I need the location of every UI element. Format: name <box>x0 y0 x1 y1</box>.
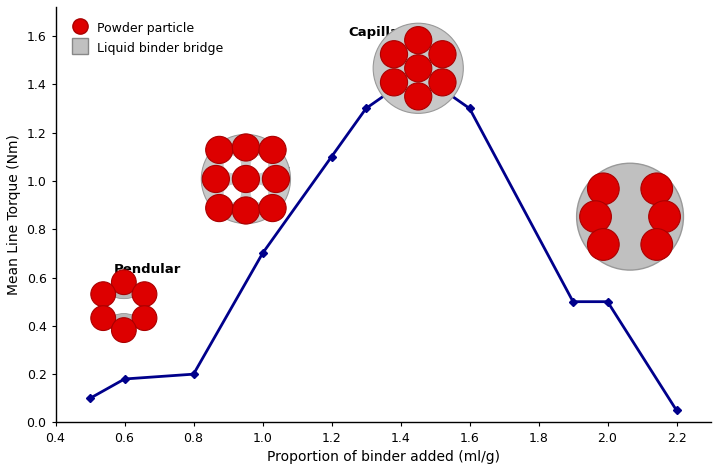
Ellipse shape <box>108 283 120 293</box>
Circle shape <box>381 41 408 68</box>
Ellipse shape <box>577 163 684 270</box>
Circle shape <box>259 136 286 163</box>
Circle shape <box>233 197 259 224</box>
Circle shape <box>132 282 157 307</box>
Circle shape <box>587 173 619 205</box>
Circle shape <box>91 306 116 331</box>
Ellipse shape <box>108 319 120 329</box>
Circle shape <box>405 27 432 54</box>
Circle shape <box>233 134 259 161</box>
Circle shape <box>641 228 673 260</box>
Circle shape <box>429 41 456 68</box>
Circle shape <box>205 136 233 163</box>
Circle shape <box>201 134 291 224</box>
Ellipse shape <box>98 300 108 313</box>
Circle shape <box>587 228 619 260</box>
Circle shape <box>205 195 233 222</box>
Circle shape <box>223 156 241 173</box>
Circle shape <box>91 282 116 307</box>
Circle shape <box>381 69 408 96</box>
Circle shape <box>262 165 289 193</box>
Circle shape <box>259 195 286 222</box>
Text: Capillary: Capillary <box>349 26 415 39</box>
X-axis label: Proportion of binder added (ml/g): Proportion of binder added (ml/g) <box>267 450 500 464</box>
Ellipse shape <box>113 290 135 299</box>
Y-axis label: Mean Line Torque (Nm): Mean Line Torque (Nm) <box>7 134 21 295</box>
Circle shape <box>233 165 259 193</box>
Legend: Powder particle, Liquid binder bridge: Powder particle, Liquid binder bridge <box>68 17 227 58</box>
Circle shape <box>251 185 269 202</box>
Ellipse shape <box>113 314 135 323</box>
Circle shape <box>648 201 681 233</box>
Ellipse shape <box>140 300 149 313</box>
Circle shape <box>579 201 612 233</box>
Circle shape <box>111 318 136 342</box>
Text: Pendular: Pendular <box>114 263 182 276</box>
Circle shape <box>251 156 269 173</box>
Ellipse shape <box>128 283 140 293</box>
Circle shape <box>132 306 157 331</box>
Circle shape <box>429 69 456 96</box>
Circle shape <box>111 270 136 294</box>
Circle shape <box>641 173 673 205</box>
Circle shape <box>202 165 230 193</box>
Ellipse shape <box>128 319 140 329</box>
Circle shape <box>373 23 463 114</box>
Circle shape <box>405 55 432 82</box>
Text: Droplet: Droplet <box>611 202 667 215</box>
Text: Funicular: Funicular <box>221 163 291 177</box>
Circle shape <box>223 185 241 202</box>
Circle shape <box>405 83 432 110</box>
